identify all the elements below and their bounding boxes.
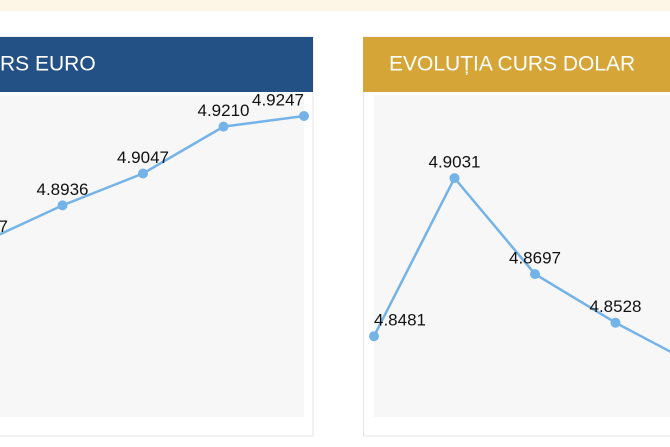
value-label: 4.9210 — [198, 101, 250, 120]
card-title: RS EURO — [0, 53, 96, 76]
value-label: 4.8697 — [509, 249, 561, 268]
value-label: 4.8807 — [0, 217, 8, 236]
point — [369, 331, 379, 342]
value-label: 4.9031 — [429, 153, 481, 172]
value-label: 4.9247 — [252, 90, 304, 109]
point — [449, 173, 460, 184]
value-label: 4.8481 — [374, 311, 426, 330]
value-label: 4.8528 — [590, 297, 642, 316]
point — [138, 168, 148, 179]
plot-area — [374, 95, 670, 417]
value-label: 4.8936 — [37, 180, 89, 199]
point — [57, 200, 68, 211]
card-header — [363, 37, 670, 92]
point — [218, 121, 229, 132]
plot-area — [0, 95, 304, 417]
point — [530, 269, 540, 280]
point — [610, 317, 621, 328]
point — [299, 110, 309, 121]
top-strip — [0, 0, 670, 11]
value-label: 4.9047 — [117, 148, 169, 167]
card-title: EVOLUȚIA CURS DOLAR — [389, 53, 635, 76]
card-header — [0, 37, 313, 92]
